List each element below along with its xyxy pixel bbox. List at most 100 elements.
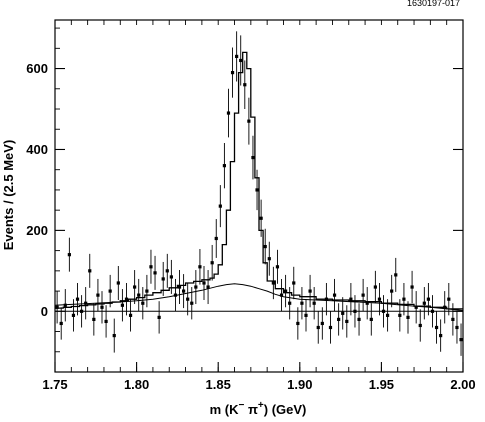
data-point: [55, 291, 59, 324]
data-marker: [226, 111, 231, 115]
data-point: [194, 270, 198, 305]
data-point: [96, 278, 100, 312]
data-point: [381, 295, 386, 328]
x-tick-label: 1.75: [42, 377, 67, 392]
data-marker: [279, 293, 284, 297]
data-marker: [292, 281, 296, 285]
data-point: [390, 274, 394, 308]
data-point: [312, 287, 316, 320]
data-point: [104, 305, 108, 338]
data-marker: [430, 309, 435, 313]
data-marker: [357, 317, 361, 322]
data-point: [124, 282, 129, 316]
data-marker: [443, 305, 447, 309]
data-point: [206, 270, 210, 305]
data-marker: [410, 285, 414, 289]
data-marker: [173, 293, 178, 297]
data-point: [120, 289, 125, 322]
data-point: [218, 185, 222, 228]
data-point: [426, 282, 431, 316]
data-point: [198, 249, 202, 285]
data-marker: [202, 281, 206, 285]
data-point: [292, 266, 296, 300]
data-point: [177, 270, 182, 305]
data-point: [100, 291, 104, 324]
data-marker: [353, 309, 357, 313]
data-marker: [406, 315, 410, 319]
data-marker: [373, 285, 377, 289]
data-point: [332, 278, 337, 312]
data-point: [112, 318, 116, 353]
data-point: [67, 237, 71, 272]
data-point: [116, 265, 120, 300]
data-marker: [149, 265, 153, 269]
data-marker: [67, 253, 71, 257]
data-marker: [145, 289, 149, 293]
data-point: [279, 278, 284, 312]
data-marker: [169, 275, 173, 279]
y-tick-label: 600: [26, 61, 48, 76]
data-marker: [210, 261, 214, 265]
data-point: [247, 97, 251, 145]
data-point: [455, 311, 459, 344]
data-point: [402, 282, 406, 316]
data-marker: [255, 188, 259, 192]
y-axis-ticks: 0 200 400 600: [26, 27, 463, 353]
data-point: [222, 142, 227, 189]
data-marker: [365, 301, 369, 305]
x-tick-label: 1.85: [206, 377, 231, 392]
data-marker: [165, 269, 169, 273]
data-marker: [124, 297, 129, 301]
data-point: [430, 295, 435, 328]
data-marker: [288, 301, 292, 305]
data-marker: [459, 338, 463, 342]
data-marker: [116, 281, 120, 285]
data-marker: [381, 309, 386, 313]
background-curve-line: [54, 283, 464, 311]
data-marker: [186, 297, 190, 301]
data-marker: [75, 297, 80, 301]
data-marker: [198, 265, 202, 269]
data-marker: [308, 289, 312, 293]
data-marker: [190, 301, 194, 305]
fit-histogram: [55, 51, 463, 310]
data-point: [406, 301, 410, 334]
data-marker: [214, 236, 218, 241]
data-marker: [63, 303, 67, 307]
data-point: [145, 274, 149, 308]
data-marker: [426, 297, 431, 301]
data-marker: [422, 301, 426, 305]
y-tick-label: 0: [41, 304, 48, 319]
data-point: [398, 299, 402, 332]
data-marker: [296, 321, 300, 326]
data-marker: [284, 289, 288, 293]
data-point: [418, 309, 422, 342]
data-marker: [263, 244, 267, 249]
data-point: [149, 249, 153, 284]
data-marker: [398, 313, 402, 317]
data-point: [88, 253, 92, 288]
data-marker: [235, 54, 239, 59]
data-point: [92, 303, 96, 336]
data-point: [202, 265, 206, 300]
data-marker: [349, 297, 353, 301]
data-point: [304, 299, 308, 332]
data-marker: [182, 289, 186, 293]
data-point: [267, 241, 271, 276]
data-marker: [108, 289, 112, 293]
data-point: [71, 299, 76, 332]
data-marker: [157, 315, 161, 319]
x-tick-label: 1.95: [369, 377, 394, 392]
data-point: [324, 282, 329, 316]
data-marker: [394, 273, 398, 277]
data-marker: [304, 313, 308, 317]
x-tick-label: 1.80: [124, 377, 149, 392]
data-marker: [104, 319, 108, 324]
data-marker: [402, 297, 406, 301]
data-point: [459, 323, 463, 356]
data-marker: [414, 305, 418, 309]
data-point: [161, 261, 165, 296]
data-point: [133, 270, 137, 305]
data-point: [271, 266, 275, 300]
data-marker: [271, 281, 275, 285]
